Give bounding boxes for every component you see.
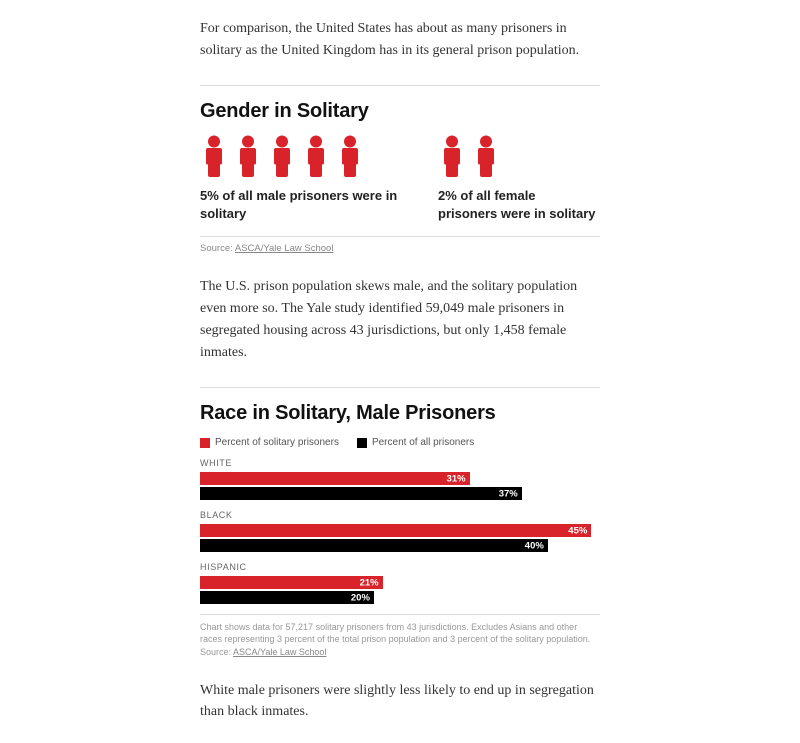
race-section-title: Race in Solitary, Male Prisoners bbox=[200, 402, 600, 425]
female-caption: 2% of all female prisoners were in solit… bbox=[438, 187, 598, 222]
person-icon bbox=[234, 135, 262, 177]
bar-all: 20% bbox=[200, 591, 374, 604]
bar-value: 37% bbox=[499, 488, 518, 499]
person-icon bbox=[438, 135, 466, 177]
race-note-text: Chart shows data for 57,217 solitary pri… bbox=[200, 622, 590, 644]
person-icon bbox=[472, 135, 500, 177]
gender-chart: 5% of all male prisoners were in solitar… bbox=[200, 135, 600, 222]
gender-section-title: Gender in Solitary bbox=[200, 100, 600, 123]
race-legend: Percent of solitary prisoners Percent of… bbox=[200, 437, 600, 448]
bar-value: 20% bbox=[351, 592, 370, 603]
male-icon-row bbox=[200, 135, 410, 177]
divider bbox=[200, 85, 600, 86]
bar-value: 45% bbox=[568, 525, 587, 536]
source-label: Source: bbox=[200, 243, 235, 254]
race-group: BLACK 45% 40% bbox=[200, 510, 600, 552]
bar-value: 21% bbox=[360, 577, 379, 588]
race-chart-note: Chart shows data for 57,217 solitary pri… bbox=[200, 614, 600, 657]
legend-all-label: Percent of all prisoners bbox=[372, 437, 474, 448]
end-paragraph: White male prisoners were slightly less … bbox=[200, 680, 600, 723]
bar-solitary: 45% bbox=[200, 524, 591, 537]
person-icon bbox=[268, 135, 296, 177]
bar-all: 37% bbox=[200, 487, 522, 500]
legend-solitary-label: Percent of solitary prisoners bbox=[215, 437, 339, 448]
source-link[interactable]: ASCA/Yale Law School bbox=[235, 243, 334, 254]
legend-swatch-solitary bbox=[200, 438, 210, 448]
person-icon bbox=[336, 135, 364, 177]
divider bbox=[200, 387, 600, 388]
male-caption: 5% of all male prisoners were in solitar… bbox=[200, 187, 410, 222]
bar-all: 40% bbox=[200, 539, 548, 552]
legend-swatch-all bbox=[357, 438, 367, 448]
bar-solitary: 21% bbox=[200, 576, 383, 589]
person-icon bbox=[302, 135, 330, 177]
bar-solitary: 31% bbox=[200, 472, 470, 485]
legend-all: Percent of all prisoners bbox=[357, 437, 474, 448]
race-group: HISPANIC 21% 20% bbox=[200, 562, 600, 604]
race-bar-chart: WHITE 31% 37% BLACK 45% 40% HISPANIC 21% 20% bbox=[200, 458, 600, 604]
gender-male-col: 5% of all male prisoners were in solitar… bbox=[200, 135, 410, 222]
female-icon-row bbox=[438, 135, 598, 177]
article-content: For comparison, the United States has ab… bbox=[200, 18, 600, 723]
legend-solitary: Percent of solitary prisoners bbox=[200, 437, 339, 448]
bar-value: 40% bbox=[525, 540, 544, 551]
race-group-label: BLACK bbox=[200, 510, 600, 520]
bar-value: 31% bbox=[447, 473, 466, 484]
intro-paragraph: For comparison, the United States has ab… bbox=[200, 18, 600, 61]
race-group: WHITE 31% 37% bbox=[200, 458, 600, 500]
source-label: Source: bbox=[200, 647, 233, 657]
person-icon bbox=[200, 135, 228, 177]
source-link[interactable]: ASCA/Yale Law School bbox=[233, 647, 326, 657]
race-group-label: HISPANIC bbox=[200, 562, 600, 572]
race-group-label: WHITE bbox=[200, 458, 600, 468]
gender-source: Source: ASCA/Yale Law School bbox=[200, 236, 600, 254]
gender-female-col: 2% of all female prisoners were in solit… bbox=[438, 135, 598, 222]
mid-paragraph: The U.S. prison population skews male, a… bbox=[200, 276, 600, 363]
